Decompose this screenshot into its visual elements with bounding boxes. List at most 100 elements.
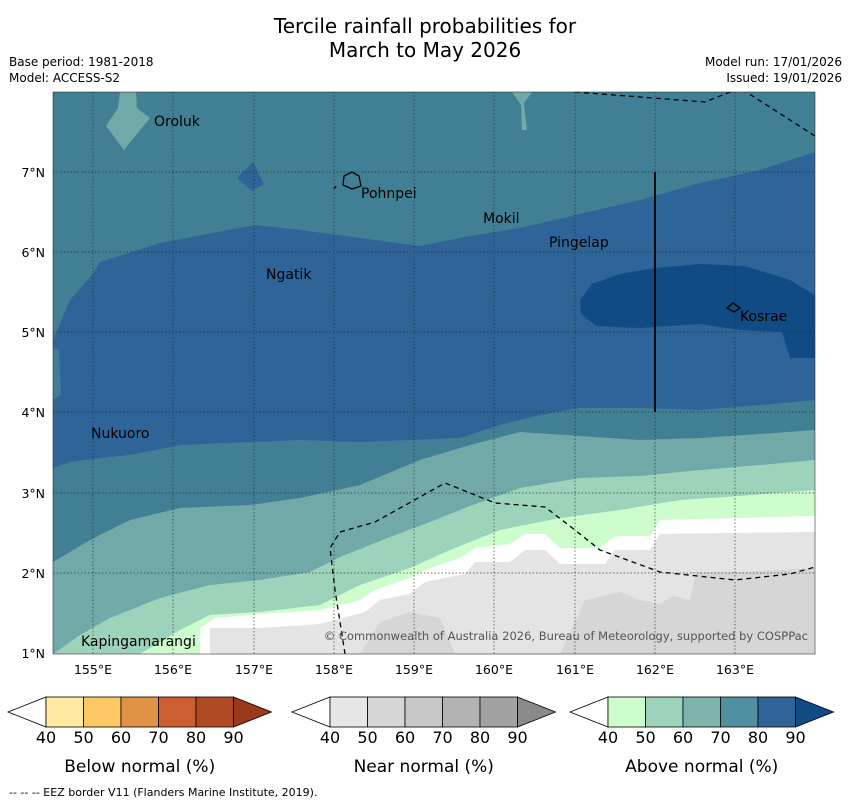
colorbar-above-tick: 90 [785,728,805,747]
colorbar-below-segment [45,696,84,728]
run-info: Model run: 17/01/2026 Issued: 19/01/2026 [705,54,842,86]
map-title: Tercile rainfall probabilities for March… [0,14,850,62]
base-period: Base period: 1981-2018 [9,55,154,69]
colorbar-legends: 40 50 60 70 80 90 Below normal (%) 40 50 60 70 80 90… [6,696,835,777]
place-nukuoro: Nukuoro [91,426,149,442]
lon-label-156: 156°E [154,662,192,677]
colorbar-above-tick: 60 [673,728,693,747]
probability-fields [53,92,815,654]
colorbar-below-title: Below normal (%) [64,757,215,777]
colorbar-below-tick: 40 [36,728,56,747]
lat-label-1: 1°N [21,646,45,661]
lon-label-161: 161°E [556,662,594,677]
latitude-labels: 7°N 6°N 5°N 4°N 3°N 2°N 1°N [21,165,45,661]
eez-border-south [329,482,815,654]
lon-label-160: 160°E [475,662,513,677]
lat-label-7: 7°N [21,165,45,180]
lon-label-157: 157°E [235,662,273,677]
colorbar-near-min-extend [290,696,331,728]
colorbar-above-tick: 50 [635,728,655,747]
colorbar-near-tick: 40 [320,728,340,747]
pohnpei-islet [333,185,337,190]
lon-label-163: 163°E [716,662,754,677]
lat-label-5: 5°N [21,325,45,340]
lat-label-4: 4°N [21,405,45,420]
colorbar-below-max-extend [233,696,273,728]
longitude-labels: 155°E 156°E 157°E 158°E 159°E 160°E 161°… [74,662,754,677]
colorbar-below-segment [83,696,122,728]
place-ngatik: Ngatik [266,267,312,283]
place-pohnpei: Pohnpei [361,186,417,202]
lat-label-2: 2°N [21,566,45,581]
colorbar-near-segment [404,696,443,728]
issued-date: Issued: 19/01/2026 [726,71,842,85]
colorbar-above-tick: 40 [598,728,618,747]
field-near-50-west [360,612,455,654]
model-name: Model: ACCESS-S2 [9,71,121,85]
colorbar-below-segment [120,696,159,728]
kosrae-island [725,302,742,313]
colorbar-above-tick: 80 [748,728,768,747]
colorbar-above-min-extend [568,696,609,728]
place-kosrae: Kosrae [740,309,787,325]
eez-footnote: -- -- -- EEZ border V11 (Flanders Marine… [9,786,318,799]
title-line-2: March to May 2026 [328,38,522,62]
colorbar-below-min-extend [6,696,47,728]
pohnpei-island [342,171,362,190]
colorbar-above-segment [682,696,721,728]
eez-borders [329,92,815,654]
graticule [53,92,815,654]
colorbar-near-segment [367,696,406,728]
colorbar-near-segment [329,696,368,728]
colorbar-near-tick: 90 [507,728,527,747]
colorbar-near-tick: 70 [432,728,452,747]
field-near-50 [560,568,815,654]
place-pingelap: Pingelap [549,235,609,251]
colorbar-near-tick: 60 [395,728,415,747]
field-above-80-islet [237,162,264,191]
colorbar-above-segment [607,696,646,728]
colorbar-near-tick: 80 [470,728,490,747]
field-above-60-north [106,92,150,150]
colorbar-near-max-extend [517,696,557,728]
lat-label-3: 3°N [21,486,45,501]
model-run-date: Model run: 17/01/2026 [704,55,842,69]
lon-label-158: 158°E [315,662,353,677]
colorbar-below-tick: 70 [148,728,168,747]
colorbar-above-max-extend [795,696,835,728]
place-kapingamarangi: Kapingamarangi [81,634,196,650]
place-oroluk: Oroluk [154,114,201,130]
colorbar-below-tick: 80 [186,728,206,747]
copyright-notice: © Commonwealth of Australia 2026, Bureau… [324,629,808,643]
lon-label-162: 162°E [636,662,674,677]
colorbar-near-tick: 50 [357,728,377,747]
title-line-1: Tercile rainfall probabilities for [273,14,577,38]
colorbar-below-tick: 60 [111,728,131,747]
model-info: Base period: 1981-2018 Model: ACCESS-S2 [9,54,154,86]
field-above-90 [580,264,815,358]
field-above-80 [53,152,815,468]
colorbar-below-tick: 50 [73,728,93,747]
colorbar-above-title: Above normal (%) [625,757,778,777]
lon-label-159: 159°E [395,662,433,677]
colorbar-above-tick: 70 [710,728,730,747]
colorbar-above-segment [720,696,759,728]
lat-label-6: 6°N [21,245,45,260]
eez-border-north [574,92,815,137]
place-mokil: Mokil [483,211,520,227]
colorbar-near-segment [479,696,518,728]
place-labels: Oroluk Pohnpei Mokil Pingelap Ngatik Kos… [81,114,787,650]
colorbar-above-segment [757,696,796,728]
colorbar-below: 40 50 60 70 80 90 Below normal (%) [6,696,273,777]
field-above-60-north-2 [512,92,532,130]
colorbar-near-segment [442,696,481,728]
colorbar-below-segment [158,696,197,728]
colorbar-below-tick: 90 [223,728,243,747]
colorbar-above-segment [645,696,684,728]
colorbar-near-title: Near normal (%) [354,757,494,777]
colorbar-near: 40 50 60 70 80 90 Near normal (%) [290,696,557,777]
lon-label-155: 155°E [74,662,112,677]
map-frame [52,91,816,655]
colorbar-above: 40 50 60 70 80 90 Above normal (%) [568,696,835,777]
